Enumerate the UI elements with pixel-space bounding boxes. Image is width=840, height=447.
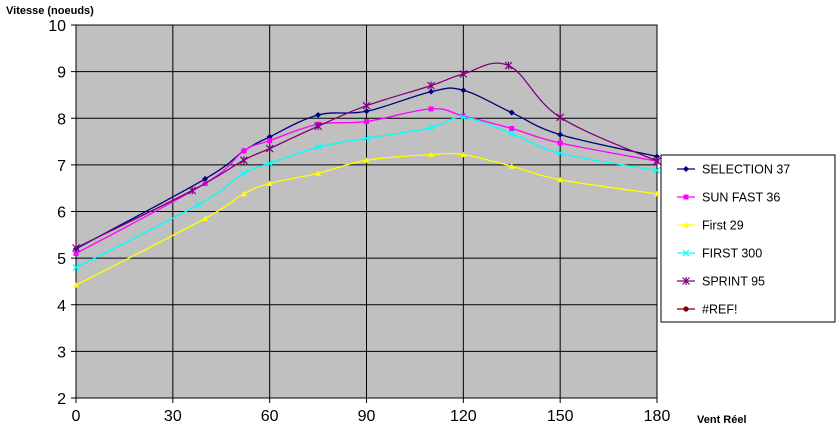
data-point [557, 131, 564, 138]
data-point [364, 119, 369, 125]
y-tick-label: 5 [57, 251, 66, 268]
data-point [265, 144, 274, 153]
legend-marker [682, 277, 690, 285]
data-point [557, 176, 564, 183]
grid [75, 24, 658, 399]
legend-entry: SELECTION 37 [677, 163, 790, 177]
legend-entry: #REF! [677, 303, 737, 317]
data-point [460, 151, 467, 158]
legend-label: SELECTION 37 [702, 163, 790, 177]
data-point [362, 101, 371, 110]
x-tick-label: 30 [164, 408, 182, 425]
data-point [363, 157, 370, 163]
data-point [508, 163, 515, 169]
data-point [188, 186, 197, 195]
data-point [72, 264, 80, 271]
data-point [654, 190, 660, 197]
data-point [73, 250, 79, 256]
legend-marker [683, 166, 689, 172]
data-point [239, 156, 248, 165]
data-point [267, 138, 273, 144]
legend-marker [683, 222, 689, 228]
data-point [72, 243, 80, 252]
legend-marker [683, 194, 689, 200]
data-point [315, 111, 322, 118]
y-tick-label: 2 [57, 391, 66, 408]
legend-label: First 29 [702, 219, 744, 233]
data-point [73, 282, 79, 288]
y-tick-label: 3 [57, 344, 66, 361]
y-tick-label: 6 [57, 205, 66, 222]
data-point [556, 149, 564, 157]
series-3 [72, 113, 661, 271]
legend-label: SPRINT 95 [702, 275, 765, 289]
data-point [654, 153, 660, 160]
x-tick-label: 120 [450, 408, 477, 425]
legend-label: #REF! [702, 303, 737, 317]
legend-marker [683, 306, 689, 312]
data-point [508, 109, 515, 116]
legend-entry: SPRINT 95 [677, 275, 765, 289]
data-point [240, 169, 248, 177]
y-tick-label: 9 [57, 65, 66, 82]
data-point [266, 180, 273, 187]
y-tick-label: 8 [57, 111, 66, 128]
legend-label: FIRST 300 [702, 247, 762, 261]
legend-entry: First 29 [677, 219, 744, 233]
x-tick-label: 60 [261, 408, 279, 425]
y-axis-label: Vitesse (noeuds) [6, 5, 94, 17]
data-point [509, 126, 515, 132]
data-point [556, 113, 565, 122]
data-point [240, 190, 247, 197]
x-tick-label: 90 [358, 408, 376, 425]
data-point [202, 215, 209, 221]
data-point [459, 113, 467, 121]
legend-entry: SUN FAST 36 [677, 191, 780, 205]
data-point [653, 157, 661, 166]
x-tick-label: 180 [644, 408, 671, 425]
x-tick-label: 0 [72, 408, 81, 425]
legend-box [660, 154, 836, 323]
data-point [363, 134, 370, 142]
data-point [653, 167, 661, 174]
data-point [363, 108, 370, 115]
data-point [315, 170, 322, 176]
data-point [459, 69, 468, 78]
legend-marker [682, 249, 690, 257]
data-point [557, 140, 563, 146]
y-tick-label: 7 [57, 158, 66, 175]
data-point [460, 87, 467, 94]
series-group [72, 61, 661, 288]
data-point [428, 151, 435, 158]
y-tick-label: 10 [48, 18, 66, 35]
data-point [314, 143, 322, 151]
data-point [460, 113, 466, 119]
x-axis-label: Vent Réel [697, 414, 747, 426]
data-point [504, 61, 513, 70]
legend: SELECTION 37 SUN FAST 36 First 29 FIRST 300… [660, 154, 836, 323]
data-point [195, 201, 203, 208]
x-tick-label: 150 [547, 408, 574, 425]
data-point [428, 106, 434, 112]
data-point [508, 130, 516, 138]
y-tick-label: 4 [57, 298, 66, 315]
data-point [427, 124, 435, 131]
tick-labels: 2 3 4 5 6 7 8 9 10 0 30 60 90 120 150 180 [48, 18, 670, 425]
data-point [428, 88, 435, 95]
data-point [202, 175, 209, 182]
series-4 [72, 61, 661, 252]
data-point [314, 122, 323, 131]
data-point [427, 81, 435, 90]
data-point [266, 160, 274, 167]
legend-label: SUN FAST 36 [702, 191, 780, 205]
data-point [241, 148, 247, 154]
series-2 [73, 151, 660, 288]
legend-entry: FIRST 300 [677, 247, 762, 261]
